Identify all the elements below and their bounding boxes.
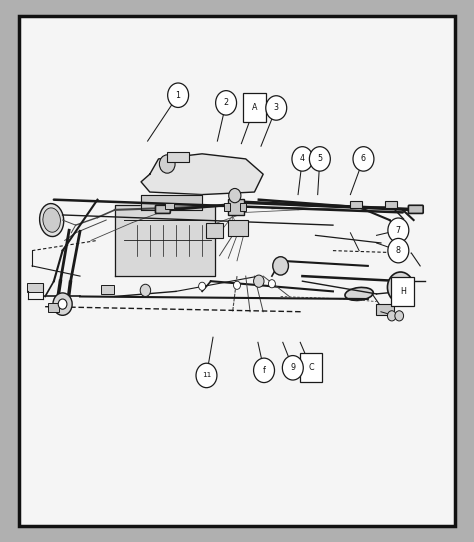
Circle shape [216,91,237,115]
FancyBboxPatch shape [300,353,322,382]
FancyBboxPatch shape [228,199,244,216]
FancyBboxPatch shape [27,283,44,292]
Ellipse shape [345,287,373,300]
Circle shape [387,311,396,321]
Text: 11: 11 [202,372,211,378]
Text: H: H [400,287,406,296]
Circle shape [353,147,374,171]
Circle shape [387,272,414,302]
Text: 2: 2 [224,98,228,107]
Text: 8: 8 [396,246,401,255]
Circle shape [254,275,264,287]
Text: 1: 1 [176,91,181,100]
Circle shape [388,238,409,263]
Circle shape [159,155,175,173]
Circle shape [229,189,241,203]
Text: 3: 3 [274,104,279,113]
FancyBboxPatch shape [376,304,393,315]
FancyBboxPatch shape [206,223,223,238]
FancyBboxPatch shape [228,220,248,236]
Circle shape [254,358,274,383]
Polygon shape [115,205,215,276]
Text: 7: 7 [396,225,401,235]
Circle shape [395,311,403,321]
Polygon shape [141,195,202,210]
FancyBboxPatch shape [155,205,170,214]
FancyBboxPatch shape [164,203,174,209]
FancyBboxPatch shape [48,303,59,312]
Circle shape [388,218,409,242]
FancyBboxPatch shape [409,205,423,214]
FancyBboxPatch shape [385,201,397,208]
Text: A: A [252,104,257,113]
Text: 5: 5 [317,154,322,164]
Circle shape [196,363,217,388]
Circle shape [395,281,406,293]
FancyBboxPatch shape [243,94,266,122]
FancyBboxPatch shape [240,203,246,211]
Circle shape [273,257,289,275]
Ellipse shape [43,208,61,232]
FancyBboxPatch shape [101,285,114,294]
FancyBboxPatch shape [167,152,190,162]
Circle shape [266,96,287,120]
Text: f: f [263,366,265,375]
Circle shape [234,281,240,289]
Circle shape [283,356,303,380]
Circle shape [53,293,72,315]
Text: 9: 9 [290,363,295,372]
Circle shape [168,83,189,107]
FancyBboxPatch shape [224,203,230,211]
FancyBboxPatch shape [392,277,414,306]
FancyBboxPatch shape [350,201,362,208]
Text: 4: 4 [300,154,305,164]
Circle shape [140,284,151,296]
FancyBboxPatch shape [19,16,455,526]
Circle shape [292,147,313,171]
Circle shape [58,299,67,309]
Text: 6: 6 [361,154,366,164]
Circle shape [199,282,206,291]
Circle shape [310,147,330,171]
Circle shape [268,280,275,288]
Ellipse shape [40,204,64,236]
Polygon shape [141,154,263,195]
Text: C: C [308,363,314,372]
